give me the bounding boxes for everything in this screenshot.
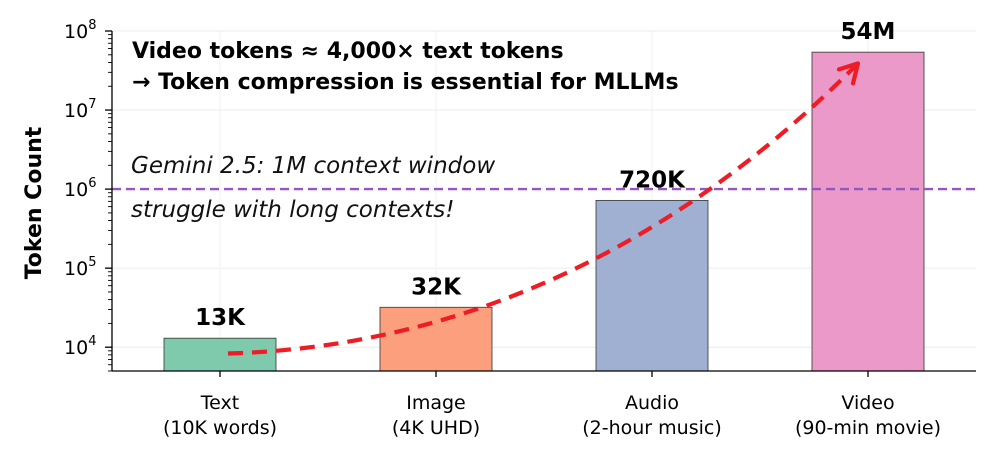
- value-label: 720K: [619, 167, 686, 193]
- trend-arrow: [227, 61, 860, 356]
- labels: 104 105 106 107 108 13K Text (10K words) 32K Imag…: [64, 18, 941, 439]
- trend-arrow-head: [836, 61, 861, 86]
- reference-annotation: struggle with long contexts!: [131, 197, 454, 223]
- y-tick-label: 108: [64, 18, 96, 43]
- x-tick-label: Audio: [625, 392, 679, 414]
- y-axis-label: Token Count: [22, 126, 47, 279]
- headline-line-1: Video tokens ≈ 4,000× text tokens: [132, 39, 564, 64]
- value-label: 13K: [195, 305, 246, 331]
- x-tick-label: (4K UHD): [392, 417, 480, 439]
- y-tick-label: 106: [64, 176, 96, 201]
- bar-image: [379, 306, 493, 372]
- x-tick-label: (2-hour music): [582, 417, 722, 439]
- bars: [163, 51, 925, 372]
- y-tick-label: 104: [64, 334, 96, 359]
- x-tick-label: (10K words): [163, 417, 277, 439]
- reference-line-group: Gemini 2.5: 1M context window struggle wi…: [112, 153, 976, 223]
- bar-text: [163, 337, 277, 372]
- axes: [105, 30, 976, 377]
- x-tick-label: (90-min movie): [795, 417, 941, 439]
- x-tick-label: Text: [200, 392, 239, 414]
- headline-line-2: → Token compression is essential for MLL…: [132, 70, 679, 95]
- x-tick-label: Video: [841, 392, 894, 414]
- value-label: 54M: [841, 19, 896, 45]
- reference-annotation: Gemini 2.5: 1M context window: [131, 153, 495, 179]
- trend-arrow-group: [227, 61, 861, 356]
- y-tick-label: 105: [64, 255, 96, 280]
- bar-video: [811, 51, 925, 372]
- y-tick-label: 107: [64, 97, 96, 122]
- bar-audio: [595, 199, 709, 372]
- value-label: 32K: [411, 274, 462, 300]
- x-tick-label: Image: [406, 392, 466, 414]
